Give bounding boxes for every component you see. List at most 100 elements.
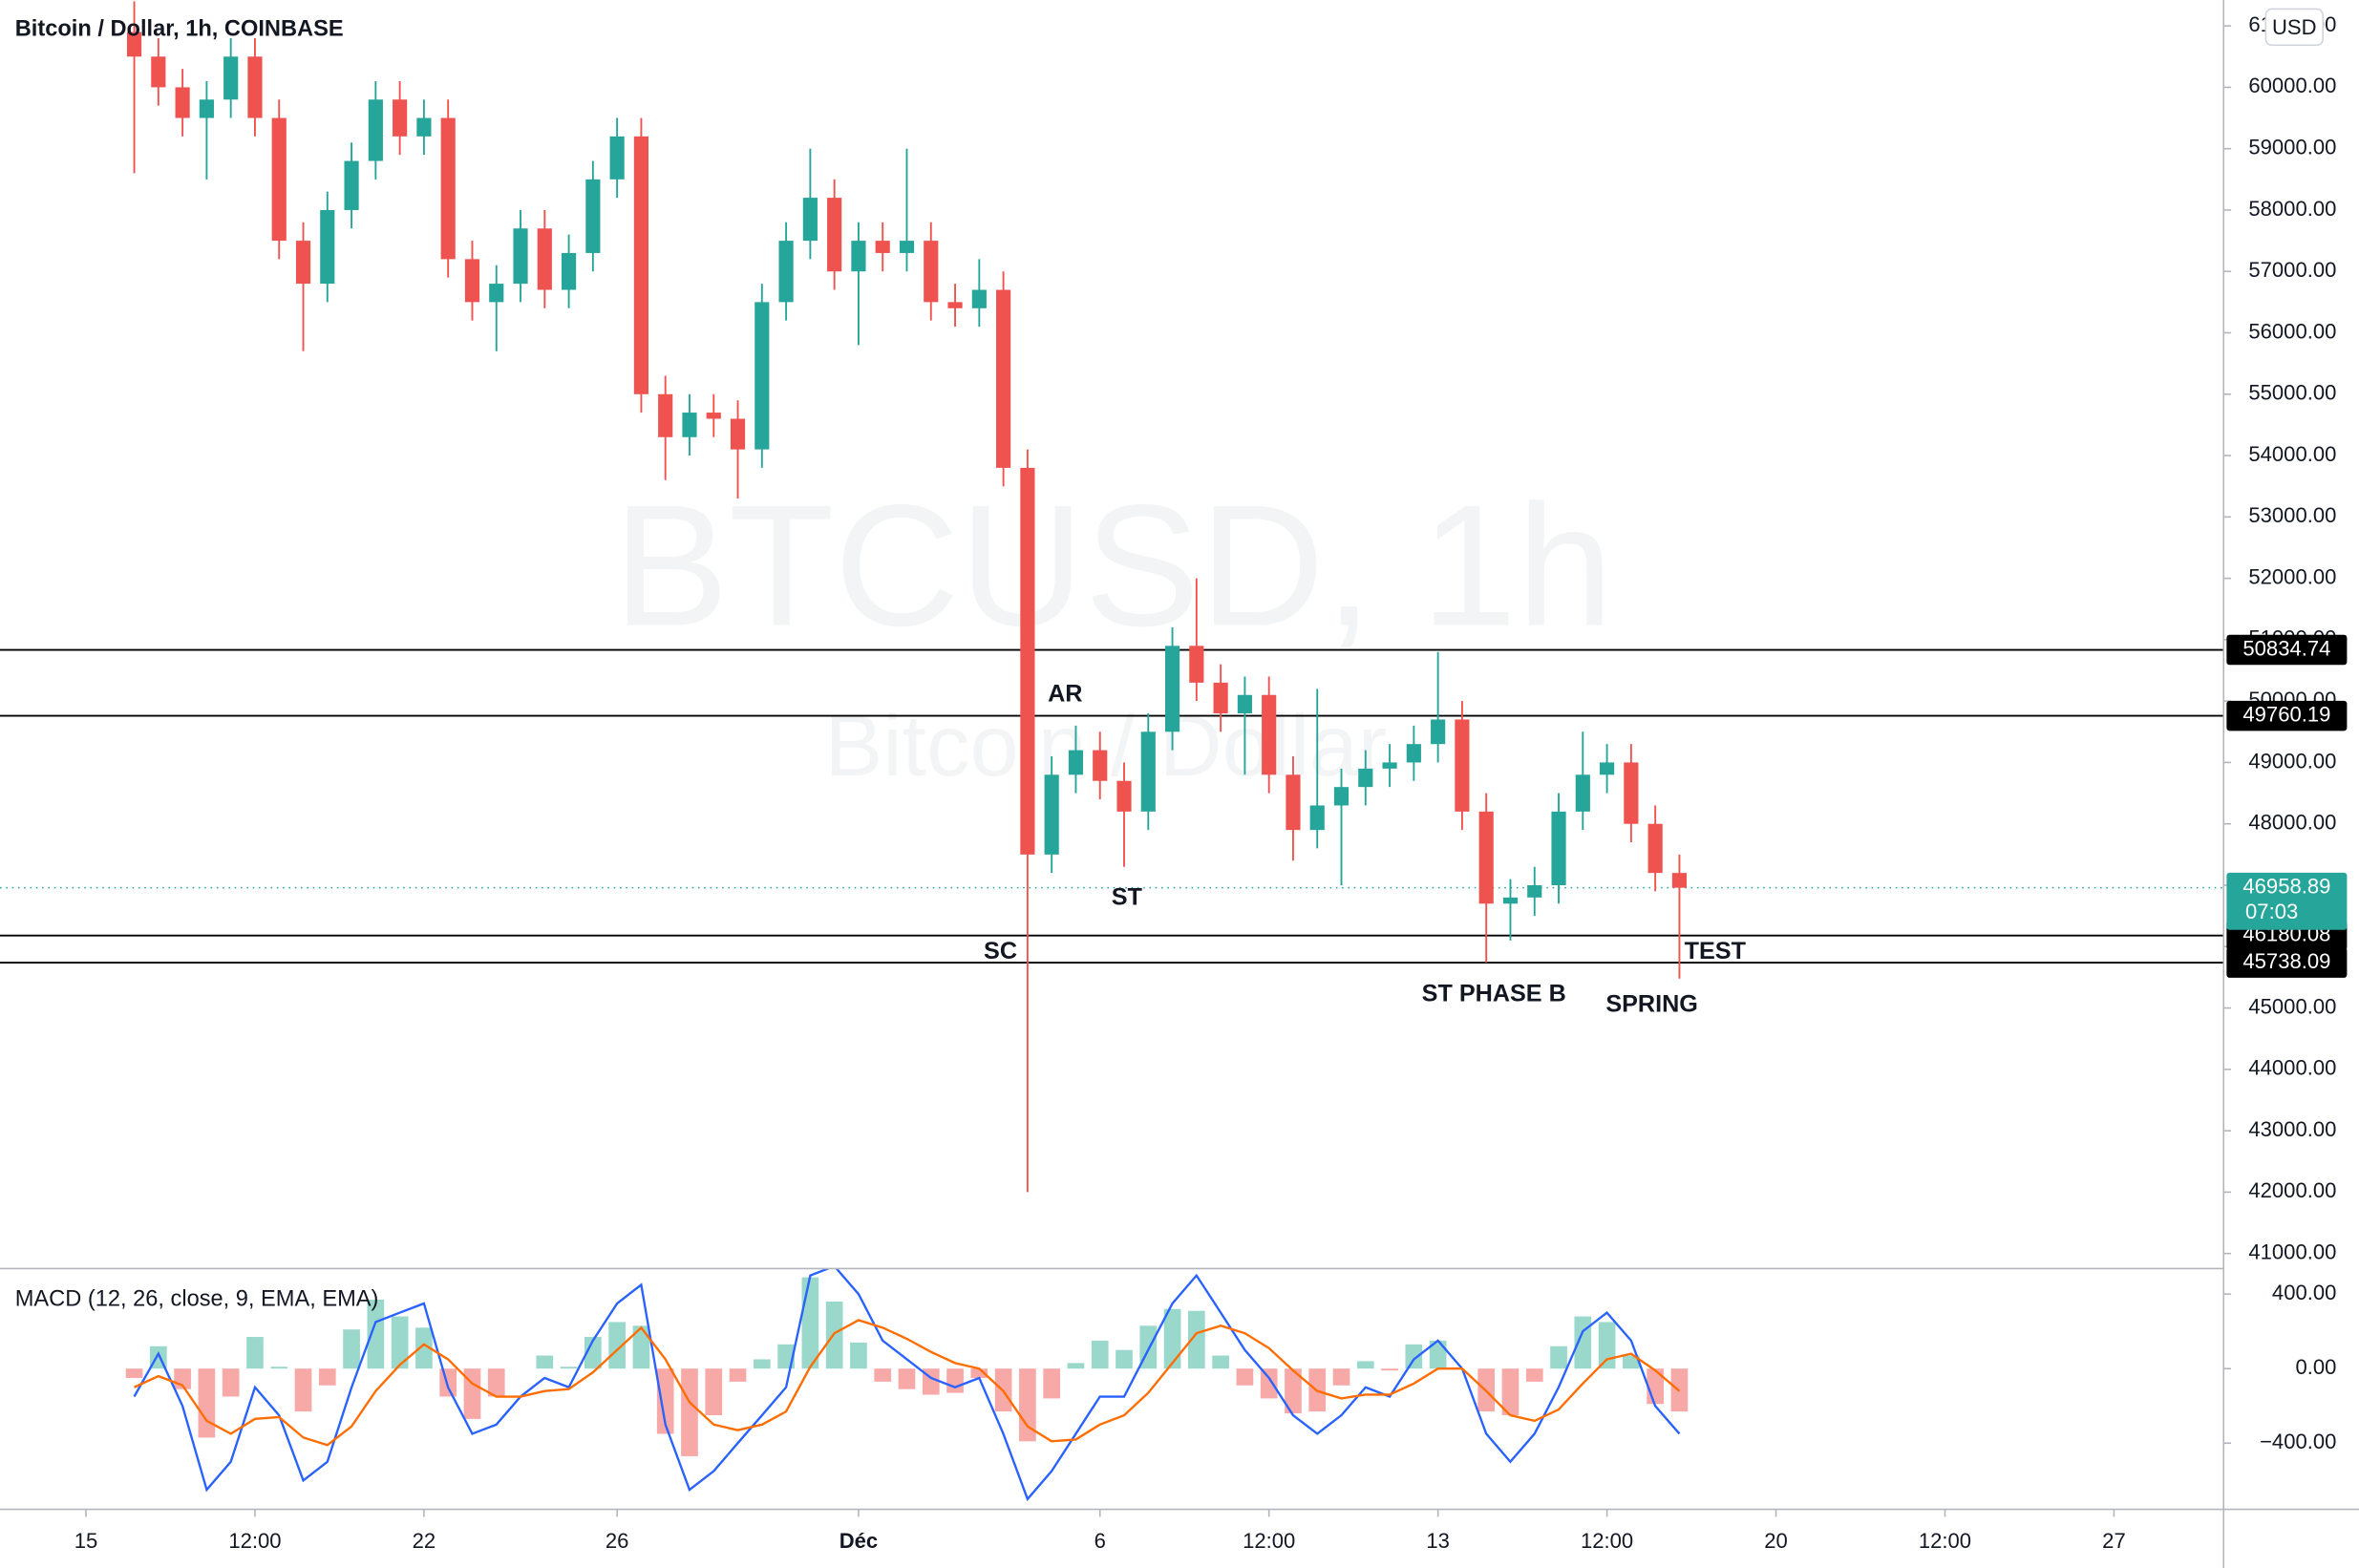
candle-body [1502, 897, 1519, 904]
candle-body [802, 198, 818, 242]
candle-body [1333, 787, 1350, 806]
histogram-bar [946, 1368, 964, 1393]
histogram-bar [1598, 1322, 1616, 1369]
candle-body [320, 209, 335, 285]
histogram-bar [367, 1300, 385, 1369]
x-tick-label: 12:00 [228, 1529, 281, 1553]
candle-body [271, 117, 287, 242]
candle-body [899, 241, 915, 253]
level-label-box [2226, 634, 2348, 666]
candle-body [1527, 885, 1542, 898]
level-label-box [2226, 700, 2348, 731]
histogram-bar [246, 1337, 264, 1369]
histogram-bar [1285, 1368, 1302, 1414]
candle-body [1624, 762, 1639, 824]
histogram-bar [584, 1337, 602, 1369]
histogram-bar [656, 1368, 674, 1434]
histogram-bar [1236, 1368, 1254, 1386]
candle-body [1237, 694, 1252, 714]
histogram-bar [487, 1368, 505, 1397]
histogram-bar [1525, 1368, 1543, 1382]
candle-body [1478, 811, 1494, 904]
histogram-bar [270, 1367, 288, 1369]
histogram-bar [1623, 1355, 1640, 1369]
price-labels: 50834.7449760.1946180.0845738.0946958.89… [2226, 634, 2348, 978]
histogram-bar [729, 1368, 747, 1382]
histogram-bar [705, 1368, 723, 1415]
candle-body [1044, 774, 1059, 855]
histogram-bar [1501, 1368, 1520, 1415]
macd-pane [125, 1268, 1689, 1502]
x-tick-label: 12:00 [1243, 1529, 1295, 1553]
candle-body [344, 160, 359, 210]
histogram-bar [198, 1368, 216, 1438]
y-tick-label: 42000.00 [2248, 1178, 2336, 1202]
candle-body [1189, 646, 1204, 683]
y-tick-label: 52000.00 [2248, 564, 2336, 588]
candle-body [730, 418, 746, 450]
histogram-bar [391, 1316, 409, 1369]
histogram-bar [898, 1368, 916, 1389]
candle-body [223, 56, 239, 100]
histogram-bar [1356, 1361, 1374, 1369]
candle-body [1551, 811, 1566, 886]
histogram-bar [125, 1368, 143, 1378]
y-tick-label: 41000.00 [2248, 1240, 2336, 1263]
x-tick-label: 27 [2102, 1529, 2126, 1553]
candle-body [1455, 719, 1470, 812]
y-tick-label: 44000.00 [2248, 1056, 2336, 1080]
y-tick-label: 48000.00 [2248, 811, 2336, 835]
histogram-bar [318, 1368, 336, 1386]
annotation: SPRING [1605, 990, 1698, 1017]
histogram-bar [463, 1368, 481, 1419]
candle-body [851, 241, 866, 272]
histogram-bar [1550, 1346, 1567, 1369]
candle-body [1575, 774, 1590, 812]
histogram-bar [1212, 1355, 1229, 1369]
histogram-bar [1163, 1308, 1181, 1369]
candle-body [1093, 750, 1108, 781]
candle-body [416, 117, 432, 137]
y-tick-label: 57000.00 [2248, 258, 2336, 282]
histogram-bar [1381, 1368, 1398, 1371]
histogram-bar [1260, 1368, 1278, 1399]
x-tick-label: 12:00 [1581, 1529, 1633, 1553]
histogram-bar [439, 1368, 457, 1397]
y-tick-label: 43000.00 [2248, 1117, 2336, 1141]
candle-body [368, 99, 383, 161]
candle-body [778, 241, 794, 303]
x-tick-label: 22 [413, 1529, 436, 1553]
histogram-bar [222, 1368, 240, 1397]
annotation: SC [984, 938, 1017, 964]
level-label-box [2226, 947, 2348, 978]
annotation: AR [1048, 681, 1082, 708]
x-tick-label: 13 [1426, 1529, 1450, 1553]
last-price-countdown: 07:03 [2245, 900, 2298, 923]
histogram-bar [681, 1368, 698, 1456]
y-tick-label: 60000.00 [2248, 74, 2336, 97]
candle-body [1140, 731, 1156, 812]
candle-body [1382, 762, 1397, 769]
x-tick-label: 6 [1094, 1529, 1106, 1553]
candle-body [1213, 682, 1228, 714]
watermark-symbol: BTCUSD, 1h [613, 470, 1613, 663]
x-tick-label: Déc [839, 1529, 878, 1553]
candle-body [175, 87, 190, 118]
histogram-bar [415, 1327, 433, 1369]
histogram-bar [1043, 1368, 1061, 1399]
y-tick-label: 49000.00 [2248, 749, 2336, 773]
candle-body [633, 136, 649, 394]
candle-body [1406, 744, 1421, 763]
histogram-bar [1405, 1344, 1423, 1369]
candle-body [754, 302, 770, 450]
y-tick-label: −400.00 [2260, 1430, 2336, 1453]
histogram-bar [801, 1277, 819, 1369]
y-tick-label: 53000.00 [2248, 503, 2336, 527]
candle-body [875, 241, 890, 253]
currency-button[interactable] [2264, 8, 2324, 47]
candle-body [658, 393, 673, 437]
